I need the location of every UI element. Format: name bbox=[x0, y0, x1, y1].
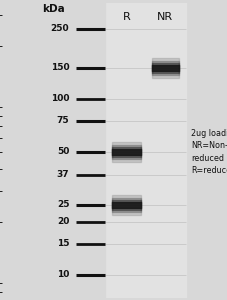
Text: 15: 15 bbox=[57, 239, 69, 248]
Text: 37: 37 bbox=[57, 170, 69, 179]
Text: 50: 50 bbox=[57, 147, 69, 156]
Text: 2ug loading
NR=Non-
reduced
R=reduced: 2ug loading NR=Non- reduced R=reduced bbox=[190, 129, 227, 175]
Text: 25: 25 bbox=[57, 200, 69, 209]
Text: 20: 20 bbox=[57, 218, 69, 226]
Text: kDa: kDa bbox=[42, 4, 65, 14]
Text: 150: 150 bbox=[50, 63, 69, 72]
Text: 100: 100 bbox=[51, 94, 69, 103]
Text: 10: 10 bbox=[57, 271, 69, 280]
Text: R: R bbox=[122, 12, 130, 22]
Text: NR: NR bbox=[157, 12, 173, 22]
Text: 250: 250 bbox=[50, 24, 69, 33]
Text: 75: 75 bbox=[57, 116, 69, 125]
